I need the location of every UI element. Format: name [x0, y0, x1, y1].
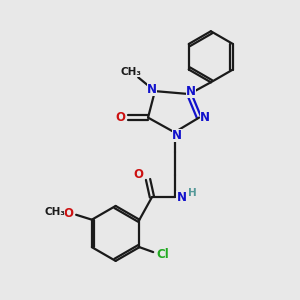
Text: O: O — [116, 111, 126, 124]
Text: N: N — [186, 85, 196, 98]
Text: N: N — [200, 111, 210, 124]
Text: Cl: Cl — [157, 248, 169, 260]
Text: N: N — [176, 190, 186, 204]
Text: methoxy: methoxy — [56, 210, 63, 211]
Text: N: N — [172, 129, 182, 142]
Text: CH₃: CH₃ — [121, 68, 142, 77]
Text: N: N — [147, 82, 157, 96]
Text: O: O — [133, 168, 143, 181]
Text: CH₃: CH₃ — [44, 207, 65, 217]
Text: H: H — [188, 188, 197, 198]
Text: O: O — [63, 207, 73, 220]
